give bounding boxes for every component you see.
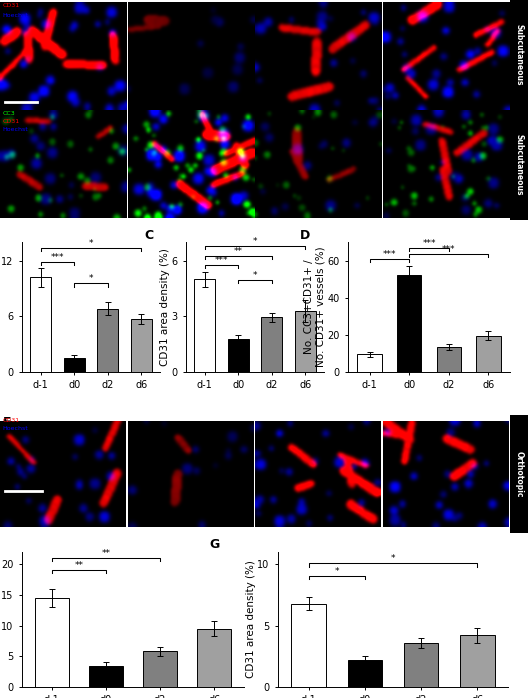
Text: ***: *** xyxy=(442,245,456,253)
Bar xyxy=(228,339,249,372)
Y-axis label: No. CC3+CD31+ /
No. CD31+ vessels (%): No. CC3+CD31+ / No. CD31+ vessels (%) xyxy=(304,246,326,367)
Text: d-1: d-1 xyxy=(55,419,73,429)
Text: d6: d6 xyxy=(439,419,453,429)
Text: ***: *** xyxy=(383,251,396,259)
Y-axis label: CD31 area density (%): CD31 area density (%) xyxy=(160,248,170,366)
Text: Hoechst: Hoechst xyxy=(3,127,29,132)
Text: d0: d0 xyxy=(184,419,198,429)
Text: *: * xyxy=(391,554,395,563)
Text: *: * xyxy=(335,567,339,576)
Text: ***: *** xyxy=(51,253,64,262)
Bar xyxy=(437,347,461,372)
Text: G: G xyxy=(209,538,219,551)
Bar xyxy=(510,0,528,110)
Text: **: ** xyxy=(234,246,243,255)
Text: CD31: CD31 xyxy=(3,3,20,8)
Bar xyxy=(131,319,152,372)
Bar xyxy=(35,598,69,687)
Y-axis label: CD31 area density (%): CD31 area density (%) xyxy=(246,560,256,678)
Text: *: * xyxy=(89,239,93,248)
Text: Subcutaneous: Subcutaneous xyxy=(514,134,523,195)
Bar xyxy=(295,311,316,372)
Bar xyxy=(97,309,118,372)
Bar xyxy=(397,276,421,372)
Bar xyxy=(347,660,382,687)
Text: ***: *** xyxy=(422,239,436,248)
Bar xyxy=(476,336,501,372)
Text: CD31: CD31 xyxy=(3,418,20,423)
Text: **: ** xyxy=(101,549,110,558)
Text: C: C xyxy=(145,229,154,242)
Text: Hoechst: Hoechst xyxy=(3,426,29,431)
Text: *: * xyxy=(89,274,93,283)
Text: d6: d6 xyxy=(439,3,453,13)
Bar xyxy=(510,415,528,533)
Text: *: * xyxy=(253,237,257,246)
Text: CD31: CD31 xyxy=(3,119,20,124)
Text: Subcutaneous: Subcutaneous xyxy=(514,24,523,86)
Bar xyxy=(197,629,231,687)
Bar xyxy=(460,635,495,687)
Text: CC3: CC3 xyxy=(3,112,15,117)
Text: ***: *** xyxy=(214,255,228,265)
Text: d2: d2 xyxy=(312,3,326,13)
Bar xyxy=(64,358,84,372)
Bar xyxy=(357,355,382,372)
Bar xyxy=(291,604,326,687)
Bar xyxy=(510,110,528,220)
Bar xyxy=(30,277,51,372)
Bar xyxy=(261,317,282,372)
Text: *: * xyxy=(253,271,257,280)
Text: A: A xyxy=(3,1,12,14)
Text: E: E xyxy=(3,415,11,429)
Text: Orthotopic: Orthotopic xyxy=(514,451,523,497)
Bar xyxy=(404,643,438,687)
Bar xyxy=(194,279,215,372)
Text: Hoechst: Hoechst xyxy=(3,13,29,17)
Text: d-1: d-1 xyxy=(55,3,73,13)
Bar xyxy=(89,665,122,687)
Text: d0: d0 xyxy=(184,3,198,13)
Text: **: ** xyxy=(74,561,83,570)
Text: D: D xyxy=(299,229,309,242)
Bar xyxy=(143,651,177,687)
Text: d2: d2 xyxy=(312,419,326,429)
